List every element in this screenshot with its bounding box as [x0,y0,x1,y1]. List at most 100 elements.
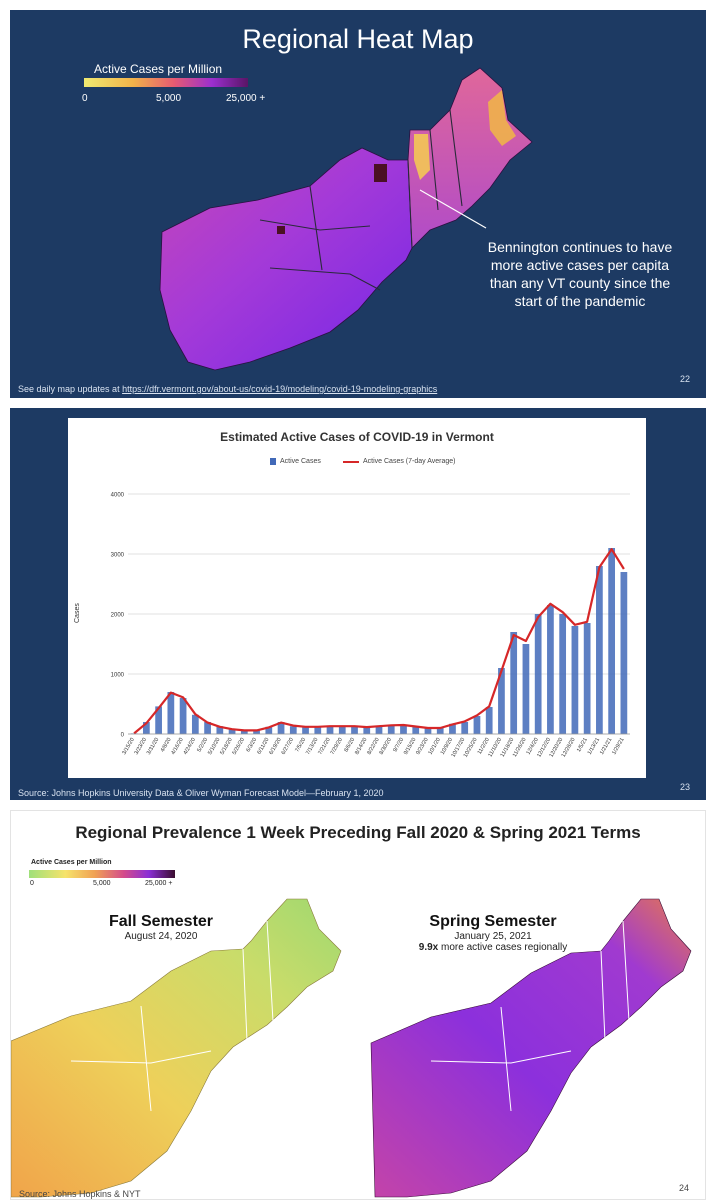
bar-5/2/20 [204,722,211,734]
x-tick-label: 8/30/20 [379,737,393,756]
chart-panel: Estimated Active Cases of COVID-19 in Ve… [68,418,646,778]
bar-1/5/21 [583,623,591,734]
bar-4/16/20 [179,698,187,734]
slide-regional-heat-map: Regional Heat Map Active Cases per Milli… [10,10,706,398]
chart-source: Source: Johns Hopkins University Data & … [18,788,384,798]
legend-label-bars: Active Cases [280,458,321,465]
bar-12/28/20 [571,626,579,734]
bar-5/18/20 [228,729,236,734]
legend-title: Active Cases per Million [94,62,223,76]
y-tick-label: 0 [121,733,125,739]
bar-4/24/20 [191,714,199,734]
legend-active-cases: Active Cases [270,458,321,465]
bar-8/22/20 [375,726,383,734]
seven-day-average-line [133,548,625,735]
footnote-prefix: See daily map updates at [18,384,123,394]
y-tick-label: 4000 [111,493,125,499]
map-updates-footnote: See daily map updates at https://dfr.ver… [18,384,437,394]
spring-note: 9.9x more active cases regionally [403,942,583,953]
bar-1/13/21 [596,566,603,734]
bar-6/3/20 [253,730,260,734]
page-number: 22 [680,374,691,384]
slide-title: Regional Heat Map [242,24,474,54]
fall-map-state-lines [70,920,274,1112]
map-region-south-west [159,147,413,371]
northeast-heat-map [159,67,533,371]
legend-bar-swatch [270,458,276,465]
page-number: 23 [680,782,691,792]
bar-3/23/20 [142,722,150,734]
spring-semester-header: Spring Semester January 25, 2021 9.9x mo… [403,913,583,953]
x-tick-label: 1/29/21 [611,737,625,756]
bar-1/21/21 [608,548,616,734]
legend-line-swatch [343,460,359,463]
y-tick-label: 2000 [111,613,125,619]
spring-map-state-lines [430,920,630,1112]
legend-gradient [84,78,248,87]
bar-9/23/20 [424,728,432,734]
legend-tick-5000: 5,000 [156,93,182,104]
bar-8/14/20 [363,727,371,734]
slide-title: Regional Prevalence 1 Week Preceding Fal… [75,823,641,842]
legend-seven-day-average: Active Cases (7-day Average) [343,458,455,465]
map-vt-yellow [414,134,430,180]
bar-6/11/20 [265,726,273,734]
bar-12/12/20 [547,605,554,734]
bar-7/21/20 [326,726,334,734]
bar-6/19/20 [277,722,285,734]
legend-tick-25000: 25,000 + [145,880,173,887]
x-tick-label: 3/31/20 [146,737,160,756]
bar-7/13/20 [314,726,322,734]
bar-7/5/20 [302,726,309,734]
bar-8/30/20 [387,725,395,734]
bar-12/20/20 [559,614,567,734]
x-tick-label: 7/29/20 [330,737,344,756]
bar-11/18/20 [510,632,518,734]
legend-gradient [29,870,175,878]
slide-regional-prevalence: Regional Prevalence 1 Week Preceding Fal… [10,810,706,1200]
fall-title: Fall Semester [108,913,214,930]
y-tick-label: 1000 [111,673,125,679]
x-tick-label: 5/26/20 [232,737,246,756]
spring-multiplier: 9.9x [418,942,439,953]
legend-tick-25000: 25,000 + [226,93,266,104]
spring-note-text: more active cases regionally [438,942,568,953]
legend-tick-5000: 5,000 [93,880,111,887]
y-tick-label: 3000 [111,553,125,559]
map-bennington-hotspot [374,164,387,182]
annotation-arrow [419,189,487,229]
bar-6/27/20 [289,726,297,734]
bar-3/31/20 [155,706,162,734]
spring-date: January 25, 2021 [454,931,532,942]
map-pa-hotspot [277,226,285,234]
map-state-lines [259,109,463,291]
bar-10/25/20 [473,716,481,734]
bar-10/17/20 [461,722,469,734]
bar-5/10/20 [216,726,224,734]
spring-map [370,898,692,1198]
slide-vermont-active-cases: Estimated Active Cases of COVID-19 in Ve… [10,408,706,800]
chart-title: Estimated Active Cases of COVID-19 in Ve… [220,430,494,444]
bar-8/6/20 [351,726,358,734]
bar-4/8/20 [167,692,175,734]
prevalence-maps [11,898,692,1198]
legend-tick-0: 0 [30,880,34,887]
fall-map [11,898,342,1198]
bar-12/4/20 [534,614,542,734]
bennington-annotation: Bennington continues to have more active… [487,239,673,309]
bar-7/29/20 [338,726,346,734]
map-maine-yellow [488,90,516,146]
bar-11/10/20 [498,668,505,734]
page-number: 24 [679,1183,690,1193]
bar-1/29/21 [620,572,628,734]
x-tick-label: 6/27/20 [281,737,295,756]
legend-tick-0: 0 [82,93,88,104]
bar-9/15/20 [412,726,420,734]
bar-10/9/20 [449,723,456,734]
fall-date: August 24, 2020 [124,931,198,942]
bar-5/26/20 [240,730,248,734]
footnote-link[interactable]: https://dfr.vermont.gov/about-us/covid-1… [122,384,438,394]
legend-label-line: Active Cases (7-day Average) [363,458,456,465]
fall-semester-header: Fall Semester August 24, 2020 [81,913,241,942]
